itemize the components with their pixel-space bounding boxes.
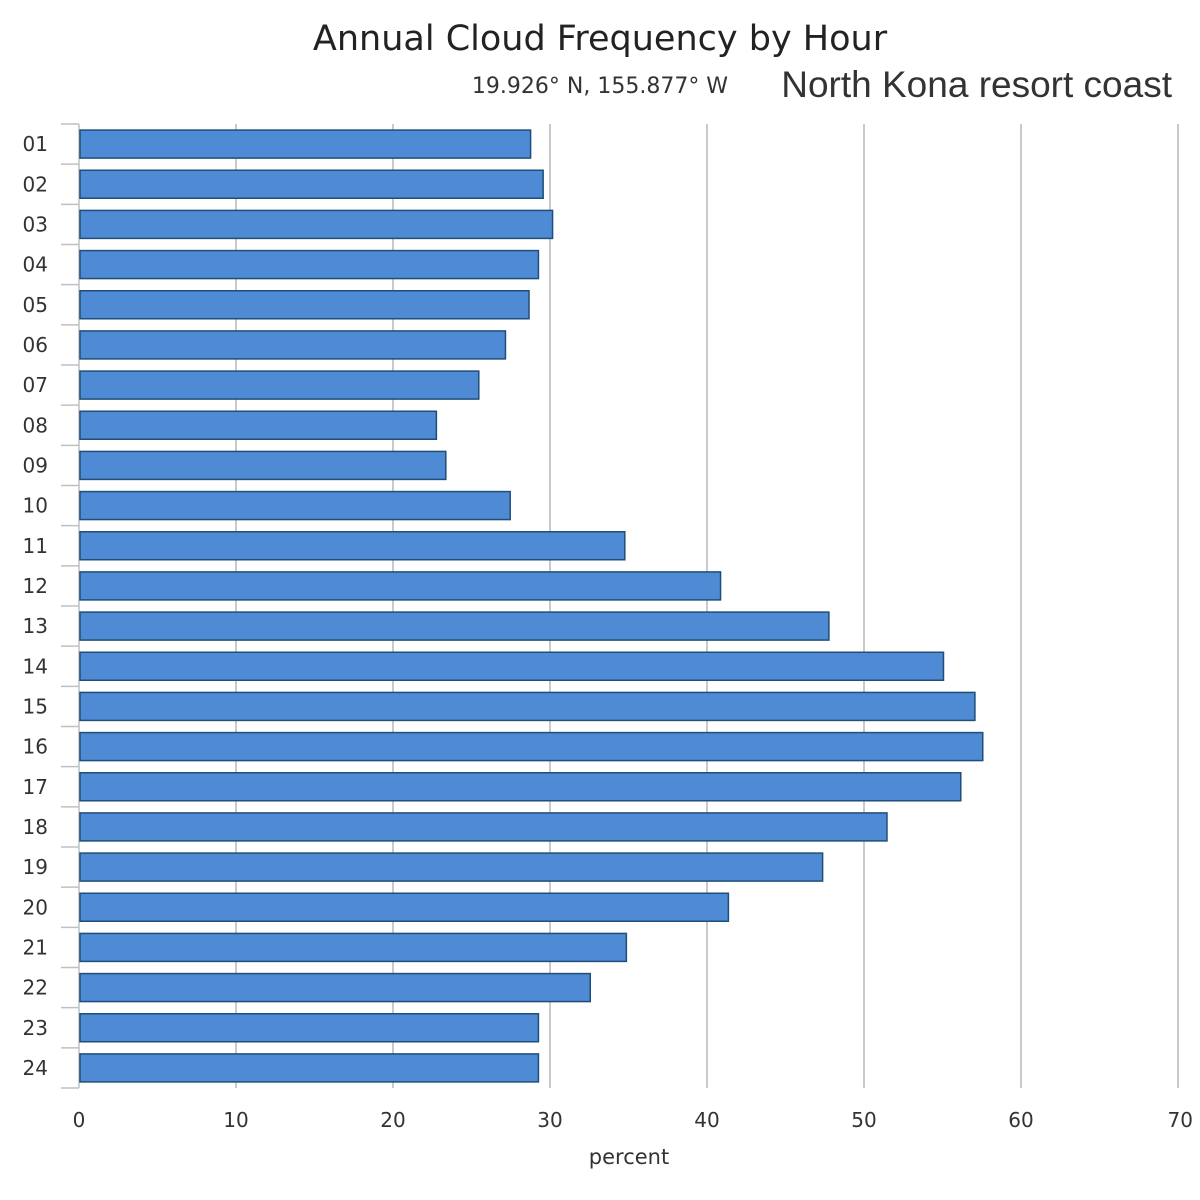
- x-tick-label: 50: [851, 1108, 876, 1132]
- y-tick-label: 07: [23, 373, 48, 397]
- x-tick-label: 60: [1008, 1108, 1033, 1132]
- y-tick-label: 03: [23, 212, 48, 236]
- grid-lines: [235, 124, 1179, 1088]
- y-tick-label: 04: [23, 253, 48, 277]
- x-tick-label: 20: [380, 1108, 405, 1132]
- bar-hour-10: [79, 490, 511, 521]
- x-axis-label: percent: [589, 1145, 669, 1169]
- bar-hour-14: [79, 651, 945, 681]
- chart-subtitle: 19.926° N, 155.877° W: [472, 74, 728, 99]
- y-tick-label: 23: [23, 1016, 48, 1040]
- y-tick-label: 20: [23, 895, 48, 919]
- y-tick-label: 15: [23, 694, 48, 718]
- axes: [61, 123, 80, 1089]
- bar-hour-04: [79, 249, 540, 280]
- y-tick-label: 21: [23, 935, 48, 959]
- y-tick-label: 24: [23, 1056, 48, 1080]
- y-tick-label: 11: [23, 534, 48, 558]
- bar-hour-01: [79, 129, 532, 159]
- y-tick-label: 14: [23, 654, 48, 678]
- y-tick-label: 10: [23, 494, 48, 518]
- bar-hour-21: [79, 932, 628, 963]
- y-tick-label: 13: [23, 614, 48, 638]
- bar-hour-22: [79, 972, 591, 1003]
- bar-hour-12: [79, 571, 722, 601]
- bar-hour-05: [79, 290, 530, 320]
- y-tick-label: 02: [23, 172, 48, 196]
- y-tick-label: 09: [23, 453, 48, 477]
- y-tick-label: 17: [23, 775, 48, 799]
- bar-hour-24: [79, 1053, 540, 1083]
- bar-hour-16: [79, 731, 984, 762]
- y-tick-label: 19: [23, 855, 48, 879]
- y-tick-label: 12: [23, 574, 48, 598]
- bar-hour-11: [79, 531, 626, 561]
- bar-hour-13: [79, 611, 830, 641]
- location-label: North Kona resort coast: [781, 64, 1172, 105]
- y-tick-label: 08: [23, 413, 48, 437]
- bar-hour-17: [79, 772, 962, 802]
- y-tick-label: 22: [23, 976, 48, 1000]
- y-tick-label: 16: [23, 735, 48, 759]
- y-tick-label: 06: [23, 333, 48, 357]
- chart-title: Annual Cloud Frequency by Hour: [313, 19, 888, 59]
- x-tick-labels: 0 10 20 30 40 50 60 70: [73, 1108, 1193, 1132]
- x-tick-label: 40: [694, 1108, 719, 1132]
- x-tick-label: 70: [1168, 1108, 1193, 1132]
- bar-hour-15: [79, 691, 976, 722]
- y-tick-label: 01: [23, 132, 48, 156]
- bar-hour-06: [79, 330, 507, 360]
- bar-hour-23: [79, 1013, 540, 1043]
- x-tick-label: 0: [73, 1108, 86, 1132]
- bars: [79, 129, 984, 1083]
- bar-hour-19: [79, 852, 824, 882]
- bar-hour-18: [79, 812, 888, 842]
- bar-hour-09: [79, 450, 447, 481]
- x-tick-label: 30: [537, 1108, 562, 1132]
- x-tick-label: 10: [223, 1108, 248, 1132]
- bar-hour-02: [79, 169, 544, 199]
- bar-hour-20: [79, 892, 730, 922]
- y-tick-label: 18: [23, 815, 48, 839]
- y-tick-label: 05: [23, 293, 48, 317]
- bar-hour-08: [79, 410, 438, 440]
- y-tick-labels: 01 02 03 04 05 06 07 08 09 10 11 12 13 14 15 16 17 18 19 20…: [23, 132, 48, 1080]
- bar-hour-03: [79, 209, 554, 240]
- bar-hour-07: [79, 370, 480, 400]
